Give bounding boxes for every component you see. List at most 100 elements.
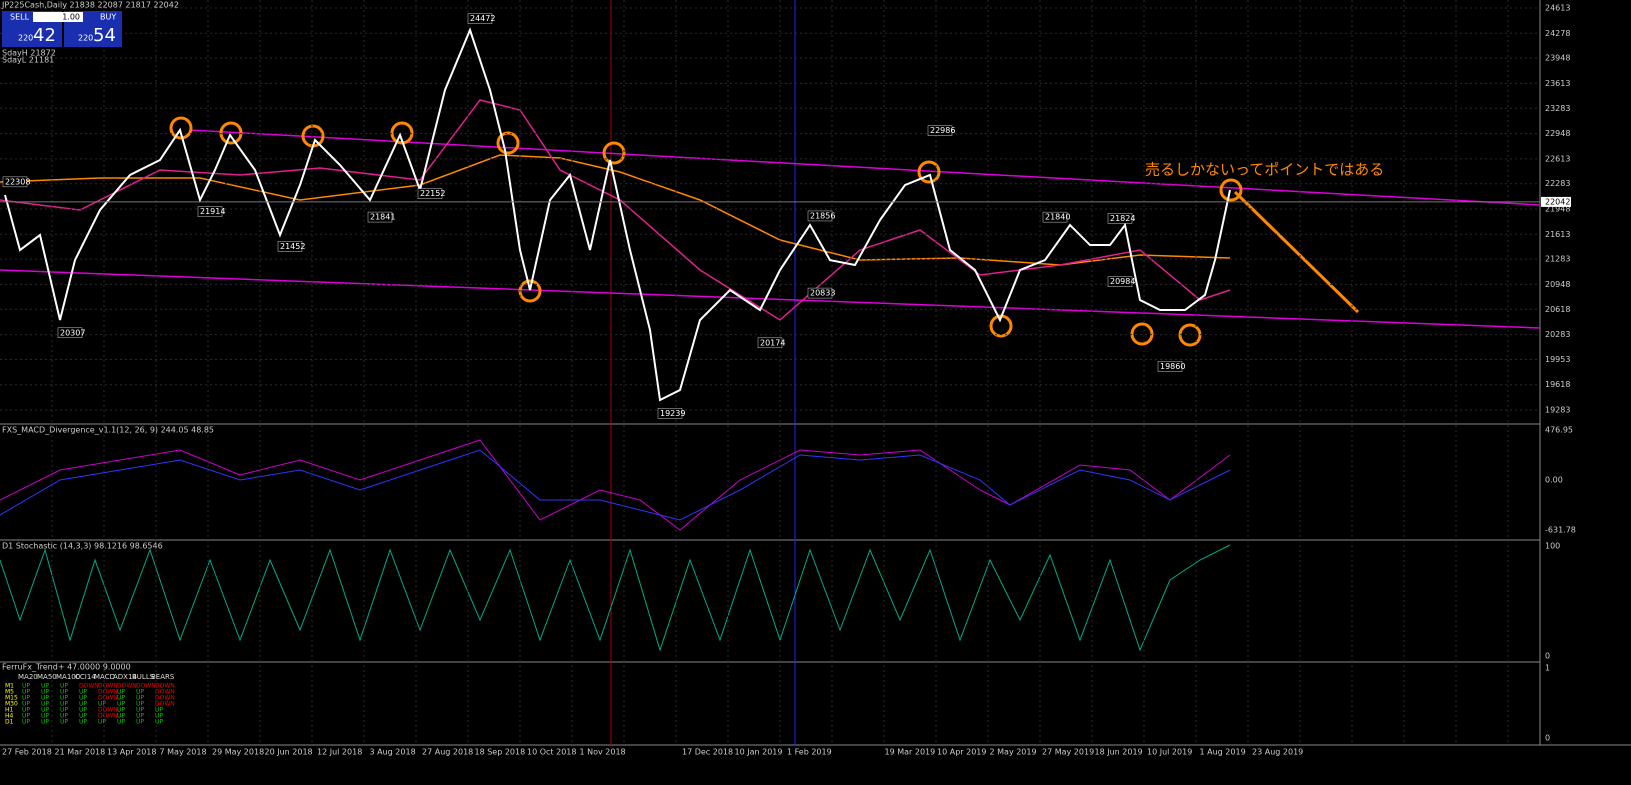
pivot-label: 20174 — [760, 338, 785, 347]
stochastic-main — [0, 544, 1231, 652]
pivot-label: 22308 — [5, 177, 30, 186]
pivot-box — [807, 210, 833, 222]
y-tick-label: 24278 — [1545, 29, 1570, 38]
y-tick-label: 23613 — [1545, 79, 1570, 88]
y-tick-label: 19283 — [1545, 406, 1570, 415]
date-label: 21 Mar 2018 — [55, 748, 106, 757]
y-tick-label: 20283 — [1545, 330, 1570, 339]
pivot-box — [1042, 211, 1068, 223]
pivot-box — [927, 125, 953, 136]
pivot-box — [277, 241, 303, 252]
panel-title: D1 Stochastic (14,3,3) 98.1216 98.6546 — [2, 542, 163, 551]
y-tick-label: 19953 — [1545, 355, 1570, 364]
trend-cell: UP — [60, 695, 68, 702]
pivot-label: 21841 — [370, 213, 395, 222]
pivot-box — [1107, 213, 1133, 224]
pivot-label: 20833 — [810, 289, 835, 298]
trend-cell: UP — [22, 719, 30, 726]
bid: 42 — [33, 25, 56, 46]
pivot-box — [417, 188, 443, 199]
y-tick-label: 20948 — [1545, 280, 1570, 289]
moving-average — [0, 99, 1231, 321]
lot-value: 1.00 — [62, 13, 80, 22]
bid-big: 220 — [18, 34, 33, 43]
trend-cell: UP — [117, 689, 125, 696]
pivot-box — [57, 327, 83, 339]
trend-cell: UP — [22, 689, 30, 696]
current-price-box — [1541, 196, 1571, 207]
trend-cell: UP — [41, 689, 49, 696]
trend-col: BEARS — [151, 673, 175, 681]
trend-cell: DOWN — [155, 695, 175, 702]
date-label: 20 Jun 2018 — [265, 748, 313, 757]
pivot-label: 21914 — [200, 207, 225, 216]
trend-cell: DOWN — [79, 683, 99, 690]
pivot-label: 20984 — [1110, 277, 1135, 286]
date-label: 1 Aug 2019 — [1200, 748, 1246, 757]
pivot-label: 19860 — [1160, 362, 1185, 371]
date-label: 18 Jun 2019 — [1095, 748, 1143, 757]
date-label: 3 Aug 2018 — [370, 748, 416, 757]
trend-cell: UP — [79, 707, 87, 714]
date-label: 27 Feb 2018 — [2, 748, 52, 757]
macd-tick: 0.00 — [1545, 476, 1563, 485]
y-tick-label: 23948 — [1545, 54, 1570, 63]
trend-col: MA20 — [18, 673, 38, 681]
pivot-box — [757, 337, 783, 349]
trend-cell: UP — [60, 689, 68, 696]
trend-cell: UP — [79, 695, 87, 702]
trend-cell: UP — [98, 719, 106, 726]
trend-cell: UP — [41, 701, 49, 708]
pivot-label: 22152 — [420, 189, 445, 198]
trend-tf: D1 — [5, 719, 14, 726]
trend-cell: UP — [117, 713, 125, 720]
trend-cell: UP — [155, 707, 163, 714]
date-label: 29 May 2018 — [212, 748, 264, 757]
trend-cell: UP — [155, 713, 163, 720]
info: SdayH 21872 — [2, 49, 56, 58]
date-label: 10 Jul 2019 — [1147, 748, 1192, 757]
lot-input[interactable] — [33, 12, 83, 22]
y-tick-label: 21283 — [1545, 255, 1570, 264]
trend-cell: DOWN — [98, 683, 118, 690]
trend-col: MA50 — [37, 673, 57, 681]
pivot-box — [2, 176, 28, 188]
trend-cell: UP — [41, 683, 49, 690]
pivot-label: 24472 — [470, 14, 495, 23]
trend-tf: H4 — [5, 713, 14, 720]
annotation: 売るしかないってポイントではある — [1145, 161, 1384, 179]
date-label: 18 Sep 2018 — [475, 748, 526, 757]
trend-cell: UP — [22, 713, 30, 720]
trend-tf: M1 — [5, 683, 14, 690]
trend-cell: UP — [98, 701, 106, 708]
trend-cell: UP — [117, 707, 125, 714]
ask: 54 — [93, 25, 116, 46]
trend-cell: UP — [136, 701, 144, 708]
trend-cell: UP — [136, 707, 144, 714]
pivot-label: 21824 — [1110, 214, 1135, 223]
trendline — [189, 129, 1541, 206]
highlight-circles — [169, 116, 1243, 347]
trend-cell: UP — [60, 701, 68, 708]
trend-cell: UP — [60, 713, 68, 720]
trend-cell: UP — [41, 695, 49, 702]
date-label: 2 May 2019 — [990, 748, 1037, 757]
trend-tf: M5 — [5, 689, 14, 696]
pivot-label: 22986 — [930, 126, 955, 135]
date-label: 17 Dec 2018 — [682, 748, 733, 757]
pivot-box — [197, 206, 223, 217]
y-tick-label: 19618 — [1545, 380, 1570, 389]
trend-cell: UP — [136, 719, 144, 726]
trend-cell: UP — [79, 713, 87, 720]
trend-tick: 1 — [1545, 664, 1550, 673]
trend-cell: UP — [117, 719, 125, 726]
panel-title: FerruFx_Trend+ 47.0000 9.0000 — [2, 663, 131, 672]
trend-cell: UP — [60, 683, 68, 690]
date-label: 13 Apr 2018 — [107, 748, 156, 757]
y-tick-label: 24613 — [1545, 4, 1570, 13]
trend-cell: UP — [22, 707, 30, 714]
stoch-tick: 0 — [1545, 652, 1550, 661]
trend-cell: UP — [79, 701, 87, 708]
